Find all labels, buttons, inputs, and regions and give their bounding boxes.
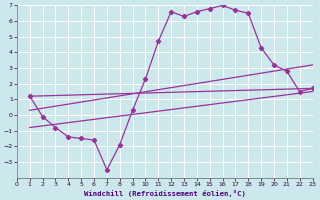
X-axis label: Windchill (Refroidissement éolien,°C): Windchill (Refroidissement éolien,°C) [84,190,246,197]
